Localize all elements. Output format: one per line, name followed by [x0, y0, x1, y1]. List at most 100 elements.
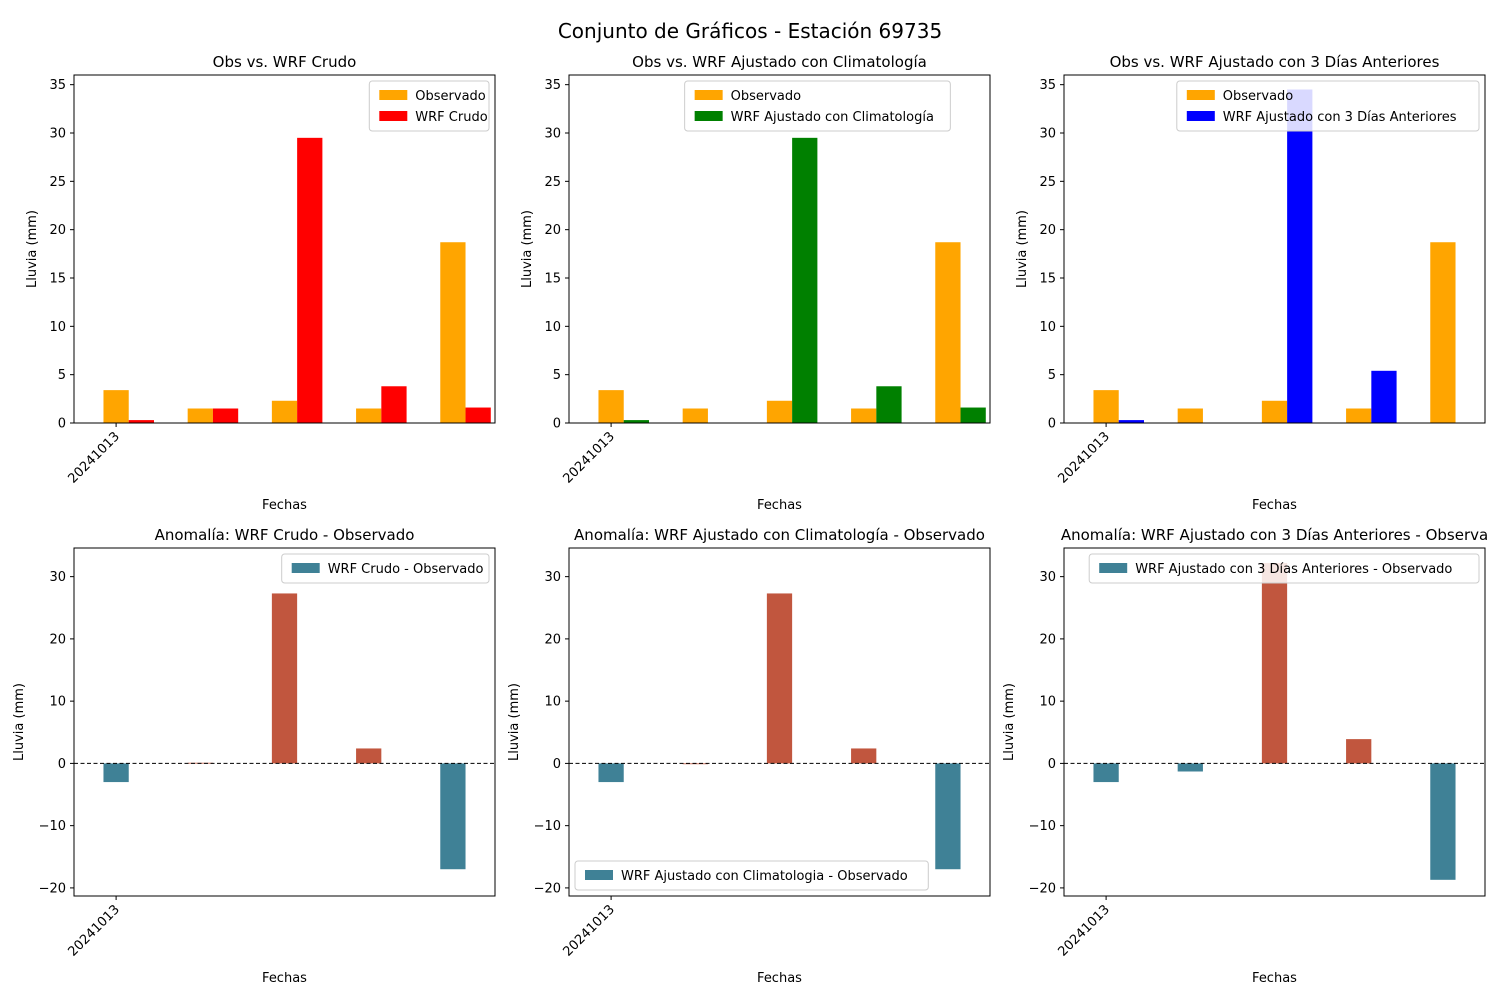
axes-frame [73, 74, 496, 424]
bar-observado-4 [851, 408, 877, 423]
y-tick-label: 30 [544, 570, 561, 585]
bar-wrf-1 [1118, 420, 1144, 423]
anomaly-bar-5 [1430, 763, 1456, 880]
legend-swatch [1099, 563, 1128, 573]
legend-label: WRF Ajustado con 3 Días Anteriores [1223, 110, 1457, 125]
y-tick-label: 5 [58, 368, 66, 383]
y-tick-label: −20 [39, 881, 66, 896]
legend: WRF Ajustado con Climatologia - Observad… [574, 860, 929, 891]
bar-observado-5 [935, 242, 961, 423]
bar-wrf-5 [465, 407, 491, 423]
y-axis-label: Lluvia (mm) [25, 210, 40, 288]
legend-swatch [585, 870, 613, 880]
y-tick-label: 0 [58, 417, 66, 432]
chart-panel-2: 0 5 10 15 20 25 30 35 20241013 Fechas Lluvia (mm) O… [520, 53, 991, 513]
x-tick-label: 20241013 [66, 902, 123, 959]
y-tick-label: 15 [1039, 272, 1056, 287]
legend-swatch [291, 563, 320, 573]
y-tick-label: 25 [1039, 175, 1056, 190]
y-axis-label: Lluvia (mm) [1002, 683, 1017, 761]
bar-observado-1 [1093, 390, 1119, 423]
axes-frame [73, 547, 496, 897]
bar-observado-1 [598, 390, 624, 423]
bar-wrf-3 [297, 137, 323, 424]
bar-observado-2 [682, 408, 708, 423]
y-tick-label: 0 [1048, 417, 1056, 432]
axes-frame [1063, 547, 1486, 897]
bar-wrf-5 [960, 407, 986, 423]
axes-frame [568, 547, 991, 897]
x-axis-label: Fechas [1252, 971, 1297, 986]
y-tick-label: 35 [544, 78, 561, 93]
legend: Observado WRF Crudo [368, 80, 490, 132]
x-tick-label: 20241013 [561, 902, 618, 959]
y-tick-label: 15 [49, 272, 66, 287]
x-axis-label: Fechas [262, 498, 307, 513]
legend-label: Observado [1223, 89, 1294, 104]
bar-observado-3 [1261, 400, 1288, 423]
legend-box [281, 553, 490, 584]
x-axis-label: Fechas [262, 971, 307, 986]
legend-label: Observado [731, 89, 802, 104]
y-tick-label: 10 [544, 320, 561, 335]
anomaly-bar-1 [1093, 763, 1119, 783]
bar-wrf-4 [1371, 370, 1397, 423]
legend-swatch [1186, 111, 1215, 121]
figure-suptitle: Conjunto de Gráficos - Estación 69735 [558, 19, 942, 43]
y-tick-label: 35 [1039, 78, 1056, 93]
anomaly-bar-3 [1261, 562, 1288, 764]
chart-panel-6: −20 −10 0 10 20 30 20241013 Fechas Lluvia (mm) An… [1002, 526, 1488, 986]
x-tick-label: 20241013 [66, 429, 123, 486]
y-axis-label: Lluvia (mm) [12, 683, 27, 761]
bar-observado-2 [187, 408, 213, 423]
y-tick-label: 0 [553, 417, 561, 432]
bar-observado-5 [1430, 242, 1456, 423]
anomaly-bar-3 [766, 593, 793, 764]
legend-label: WRF Ajustado con 3 Días Anteriores - Obs… [1135, 562, 1452, 577]
anomaly-bar-2 [1177, 763, 1203, 772]
y-tick-label: 10 [1039, 695, 1056, 710]
y-tick-label: 25 [544, 175, 561, 190]
bar-wrf-2 [212, 408, 239, 423]
anomaly-bar-5 [935, 763, 961, 870]
y-tick-label: 20 [544, 632, 561, 647]
y-tick-label: 5 [553, 368, 561, 383]
legend-box [684, 80, 951, 132]
y-axis-label: Lluvia (mm) [1015, 210, 1030, 288]
y-tick-label: −20 [534, 881, 561, 896]
anomaly-bar-1 [598, 763, 624, 783]
x-tick-label: 20241013 [1056, 429, 1113, 486]
y-tick-label: −10 [1029, 819, 1056, 834]
y-tick-label: 10 [544, 695, 561, 710]
bar-wrf-4 [381, 386, 407, 423]
axes-frame [1063, 74, 1486, 424]
legend: WRF Ajustado con 3 Días Anteriores - Obs… [1088, 553, 1480, 584]
chart-title: Obs vs. WRF Ajustado con Climatología [632, 53, 927, 71]
y-tick-label: 20 [544, 223, 561, 238]
anomaly-bar-4 [851, 748, 877, 764]
y-tick-label: 20 [1039, 223, 1056, 238]
anomaly-bar-4 [356, 748, 382, 764]
y-tick-label: 30 [1039, 570, 1056, 585]
y-tick-label: 30 [49, 570, 66, 585]
y-tick-label: 20 [49, 632, 66, 647]
y-tick-label: −10 [39, 819, 66, 834]
y-tick-label: 0 [58, 757, 66, 772]
y-tick-label: 30 [1039, 127, 1056, 142]
legend-box [1088, 553, 1480, 584]
bar-observado-4 [1346, 408, 1372, 423]
bar-wrf-3 [792, 137, 818, 424]
legend-label: WRF Ajustado con Climatologia - Observad… [621, 869, 908, 884]
y-tick-label: 0 [553, 757, 561, 772]
bar-wrf-4 [876, 386, 902, 423]
chart-title: Anomalía: WRF Crudo - Observado [155, 526, 415, 544]
bar-wrf-1 [623, 420, 649, 423]
y-axis-label: Lluvia (mm) [507, 683, 522, 761]
chart-title: Anomalía: WRF Ajustado con 3 Días Anteri… [1061, 526, 1488, 544]
bar-observado-5 [440, 242, 466, 423]
anomaly-bar-3 [271, 593, 298, 764]
y-tick-label: 10 [1039, 320, 1056, 335]
chart-panel-3: 0 5 10 15 20 25 30 35 20241013 Fechas Lluvia (mm) O… [1015, 53, 1486, 513]
chart-title: Obs vs. WRF Crudo [213, 53, 357, 71]
